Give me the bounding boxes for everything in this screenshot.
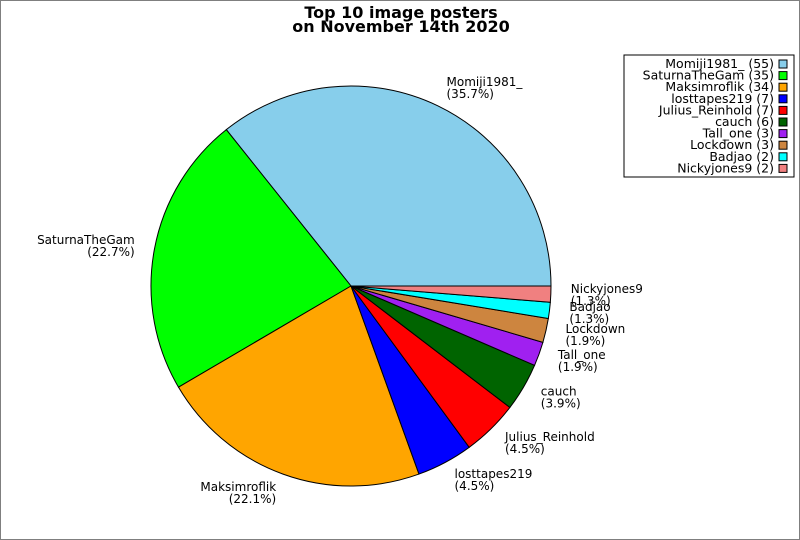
legend-swatch-lockdown xyxy=(778,140,788,150)
slice-label-momiji1981: Momiji1981_ xyxy=(447,75,524,89)
slice-percent-badjao: (1.3%) xyxy=(569,312,609,326)
pie-slice-momiji1981 xyxy=(225,85,552,287)
pie-slices xyxy=(150,85,552,487)
legend-swatch-maksimroflik xyxy=(778,82,788,92)
legend-swatch-losttapes219 xyxy=(778,94,788,104)
slice-label-lockdown: Lockdown xyxy=(566,322,626,336)
slice-label-badjao: Badjao xyxy=(569,300,610,314)
legend-entry-cauch: cauch (6) xyxy=(715,114,774,129)
slice-label-losttapes219: losttapes219 xyxy=(455,467,533,481)
slice-percent-lockdown: (1.9%) xyxy=(566,334,606,348)
legend-swatch-momiji1981 xyxy=(778,59,788,69)
slice-percent-cauch: (3.9%) xyxy=(541,396,581,410)
slice-labels: Momiji1981_(35.7%) SaturnaTheGam(22.7%) Ma… xyxy=(37,75,643,506)
slice-label-julius-reinhold: Julius_Reinhold xyxy=(504,430,595,444)
legend-swatch-badjao xyxy=(778,152,788,162)
slice-percent-momiji1981: (35.7%) xyxy=(447,87,494,101)
chart-title-line-2: on November 14th 2020 xyxy=(292,17,509,36)
chart-title-line-1: Top 10 image posters xyxy=(304,3,497,22)
legend-swatch-cauch xyxy=(778,117,788,127)
legend-entry-maksimroflik: Maksimroflik (34) xyxy=(665,79,774,94)
slice-label-cauch: cauch xyxy=(541,384,577,398)
legend-entry-julius-reinhold: Julius_Reinhold (7) xyxy=(658,102,774,117)
slice-percent-julius-reinhold: (4.5%) xyxy=(505,442,545,456)
legend-swatch-saturnathegam xyxy=(778,71,788,81)
slice-label-nickyjones9: Nickyjones9 xyxy=(571,282,643,296)
slice-percent-nickyjones9: (1.3%) xyxy=(571,294,611,308)
pie-slice-maksimroflik xyxy=(177,285,420,487)
slice-percent-saturnathegam: (22.7%) xyxy=(87,245,134,259)
legend-swatch-tall-one xyxy=(778,129,788,139)
pie-slice-nickyjones9 xyxy=(350,285,552,303)
legend-entry-saturnathegam: SaturnaTheGam (35) xyxy=(643,68,774,83)
slice-percent-maksimroflik: (22.1%) xyxy=(229,492,276,506)
pie-slice-saturnathegam xyxy=(150,128,352,388)
legend-swatch-julius-reinhold xyxy=(778,105,788,115)
legend-entry-nickyjones9: Nickyjones9 (2) xyxy=(677,160,774,175)
legend-swatch-nickyjones9 xyxy=(778,163,788,173)
slice-label-tall-one: Tall_one xyxy=(557,348,606,362)
legend-box xyxy=(623,54,795,178)
slice-percent-losttapes219: (4.5%) xyxy=(455,479,495,493)
slice-label-maksimroflik: Maksimroflik xyxy=(200,480,276,494)
legend-entry-lockdown: Lockdown (3) xyxy=(690,137,774,152)
legend: Momiji1981_ (55)SaturnaTheGam (35)Maksim… xyxy=(623,54,795,178)
slice-label-saturnathegam: SaturnaTheGam xyxy=(37,233,135,247)
legend-entry-losttapes219: losttapes219 (7) xyxy=(671,91,774,106)
legend-entry-badjao: Badjao (2) xyxy=(709,149,774,164)
slice-percent-tall-one: (1.9%) xyxy=(558,360,598,374)
legend-entry-tall-one: Tall_one (3) xyxy=(702,126,774,141)
legend-entry-momiji1981: Momiji1981_ (55) xyxy=(665,56,774,71)
